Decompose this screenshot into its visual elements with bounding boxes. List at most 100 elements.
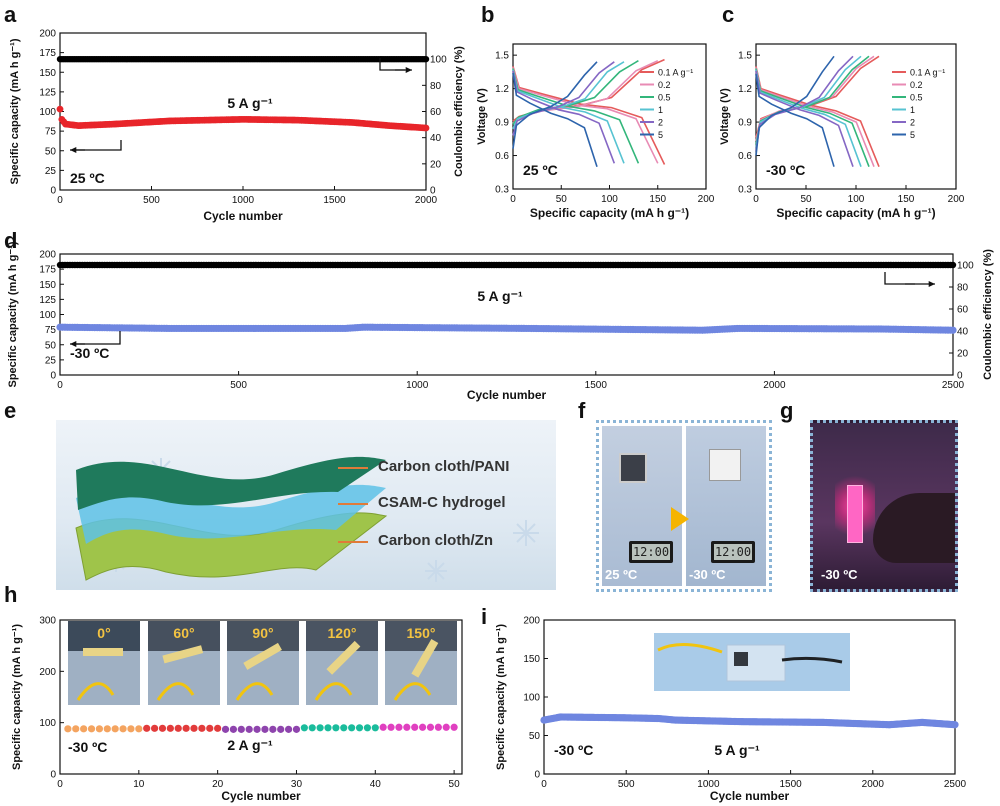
bending-photo: 90° — [227, 621, 299, 705]
charge-curve — [512, 61, 625, 130]
clip-wire — [156, 682, 195, 701]
y2-axis-label: Coulombic efficiency (%) — [453, 46, 465, 177]
ce-arrow-tip-head — [405, 66, 412, 74]
y-tick-label: 0.6 — [738, 151, 752, 162]
x-tick-label: 100 — [601, 194, 618, 205]
panel-label-b: b — [481, 2, 495, 27]
y2-tick-label: 80 — [430, 81, 442, 92]
x-tick-label: 0 — [57, 195, 63, 206]
y-tick-label: 150 — [39, 280, 56, 291]
capacity-point — [434, 723, 442, 731]
angle-label: 150° — [407, 625, 436, 641]
plot-frame — [59, 619, 463, 775]
x-tick-label: 40 — [370, 779, 382, 790]
y2-axis-label: Coulombic efficiency (%) — [982, 249, 994, 380]
temp-annotation: -30 ºC — [68, 739, 107, 755]
y-tick-label: 50 — [45, 340, 57, 351]
chart-d-cycling-minus30c: 0 500 1000 1500 2000 250002550751001251501752… — [7, 241, 994, 402]
capacity-point — [292, 725, 301, 733]
y2-tick-label: 60 — [430, 107, 442, 118]
capacity-point — [379, 723, 387, 731]
chart-a-cycling-25c: 0 500 1000 1500 20000255075100125150175200Cy… — [9, 29, 465, 224]
charge-curve — [755, 55, 862, 148]
bending-photo: 0° — [68, 621, 140, 705]
x-tick-label: 10 — [133, 779, 145, 790]
y-tick-label: 100 — [39, 107, 56, 118]
capacity-point — [418, 723, 427, 731]
y2-tick-label: 40 — [430, 133, 442, 144]
capacity-point — [363, 724, 372, 732]
device-strip — [326, 640, 361, 675]
y-tick-label: 125 — [39, 87, 56, 98]
capacity-point — [158, 724, 167, 732]
x-tick-label: 50 — [556, 194, 568, 205]
angle-label: 60° — [173, 625, 194, 641]
battery-left — [619, 453, 647, 483]
y-tick-label: 100 — [39, 310, 56, 321]
x-tick-label: 1000 — [406, 380, 429, 391]
y-tick-label: 175 — [39, 48, 56, 59]
legend-label: 0.1 A g⁻¹ — [658, 68, 693, 78]
panel-label-c: c — [722, 2, 735, 27]
rate-annotation: 5 A g⁻¹ — [477, 288, 523, 304]
y-axis-label: Specific capacity (mA h g⁻¹) — [11, 624, 23, 770]
x-axis-label: Cycle number — [467, 388, 547, 402]
clip-wire — [76, 682, 115, 701]
x-tick-label: 1500 — [779, 779, 802, 790]
y-tick-label: 75 — [45, 325, 57, 336]
legend-label: 0.2 — [658, 80, 671, 90]
legend-label: 0.5 — [910, 93, 923, 103]
ce-arrow-tip-head — [928, 280, 935, 288]
battery-right — [709, 449, 741, 481]
y2-tick-label: 0 — [957, 371, 963, 382]
capacity-point — [190, 724, 198, 732]
ce-point — [949, 261, 957, 269]
bending-photo: 150° — [385, 621, 457, 705]
x-tick-label: 500 — [618, 779, 635, 790]
capacity-point — [245, 725, 253, 733]
y2-tick-label: 0 — [430, 186, 436, 197]
x-tick-label: 1000 — [697, 779, 720, 790]
capacity-point — [949, 326, 957, 334]
capacity-point — [72, 725, 80, 733]
capacity-point — [119, 725, 127, 733]
y-tick-label: 1.5 — [495, 51, 509, 62]
device-strip — [243, 642, 282, 670]
capacity-point — [450, 723, 458, 731]
chart-c-charge-discharge-minus30c: 0 50 100 150 200 0.3 0.6 0.9 1.2 1.5 Specific capa… — [719, 43, 965, 220]
arrow-icon — [671, 507, 689, 531]
rate-annotation: 5 A g⁻¹ — [714, 742, 760, 758]
y-tick-label: 0.3 — [495, 185, 509, 196]
capacity-point — [277, 725, 285, 733]
capacity-point — [269, 725, 277, 733]
capacity-point — [348, 724, 356, 732]
capacity-point — [284, 725, 293, 733]
legend-label: 5 — [910, 130, 915, 140]
capacity-point — [56, 105, 64, 113]
y-tick-label: 200 — [39, 667, 56, 678]
capacity-point — [355, 724, 364, 732]
ce-arrow — [884, 272, 915, 285]
capacity-point — [340, 724, 348, 732]
y2-tick-label: 100 — [957, 261, 974, 272]
discharge-curve — [512, 68, 640, 164]
x-axis-label: Cycle number — [221, 789, 301, 803]
legend-label: 5 — [658, 130, 663, 140]
discharge-curve — [755, 70, 854, 167]
photo-top — [148, 621, 220, 651]
schematic-layers: Carbon cloth/PANI CSAM-C hydrogel Carbon… — [56, 420, 556, 590]
pani-layer — [76, 456, 386, 510]
device-strip — [83, 648, 123, 656]
x-tick-label: 2000 — [763, 380, 786, 391]
y-tick-label: 75 — [45, 127, 57, 138]
capacity-point — [214, 724, 222, 732]
clip-wire — [314, 682, 353, 701]
capacity-point — [426, 723, 435, 731]
y-tick-label: 25 — [45, 355, 57, 366]
y-tick-label: 0.9 — [495, 118, 509, 129]
label-hydrogel: CSAM-C hydrogel — [378, 494, 506, 511]
label-minus30c: -30 ºC — [689, 567, 726, 582]
clock-left: 12:00 — [629, 541, 673, 563]
panel-label-h: h — [4, 582, 18, 607]
rate-annotation: 2 A g⁻¹ — [227, 737, 273, 753]
